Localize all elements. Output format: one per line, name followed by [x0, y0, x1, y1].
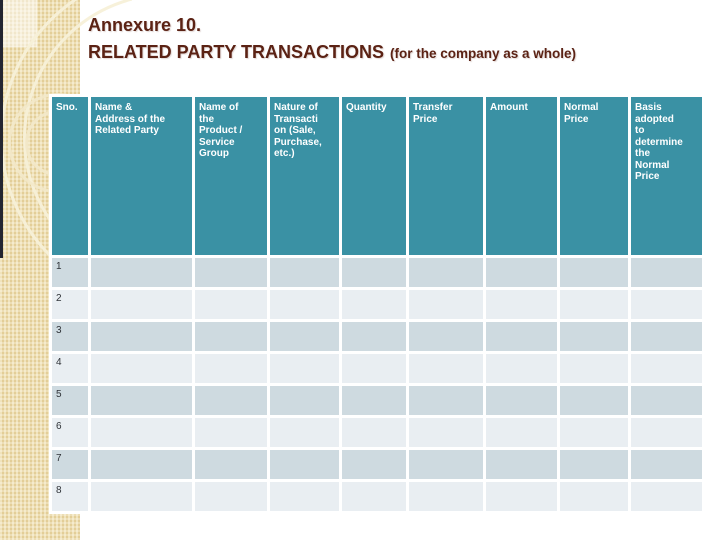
- table-cell: [195, 322, 267, 351]
- column-header-nature-of-transaction: Nature of Transacti on (Sale, Purchase, …: [270, 97, 339, 255]
- table-cell: [409, 418, 483, 447]
- table-cell: [631, 258, 702, 287]
- table-cell: [195, 450, 267, 479]
- title-main: RELATED PARTY TRANSACTIONS (for the compa…: [88, 39, 576, 67]
- table-cell: [560, 290, 628, 319]
- table-cell: [560, 450, 628, 479]
- table-cell: [631, 482, 702, 511]
- header-row: Sno. Name & Address of the Related Party…: [52, 97, 702, 255]
- table-cell: [486, 258, 557, 287]
- column-header-transfer-price: Transfer Price: [409, 97, 483, 255]
- table-row: 8: [52, 482, 702, 511]
- table-cell: [631, 450, 702, 479]
- table-cell: [270, 418, 339, 447]
- table-cell: [342, 418, 406, 447]
- table-cell: [195, 386, 267, 415]
- column-header-sno: Sno.: [52, 97, 88, 255]
- table-cell: [486, 418, 557, 447]
- table-cell: [560, 322, 628, 351]
- table-cell: [560, 418, 628, 447]
- table-cell: [91, 418, 192, 447]
- row-number-cell: 6: [52, 418, 88, 447]
- table-cell: [560, 258, 628, 287]
- sidebar-highlight-rect: [3, 0, 37, 47]
- table-cell: [270, 258, 339, 287]
- table-cell: [486, 354, 557, 383]
- table-cell: [270, 386, 339, 415]
- title-main-text: RELATED PARTY TRANSACTIONS: [88, 42, 385, 62]
- table-cell: [91, 386, 192, 415]
- column-header-product-group: Name of the Product / Service Group: [195, 97, 267, 255]
- table-cell: [342, 322, 406, 351]
- table-cell: [486, 322, 557, 351]
- table-cell: [270, 482, 339, 511]
- table-cell: [560, 386, 628, 415]
- table-cell: [486, 386, 557, 415]
- table-cell: [195, 482, 267, 511]
- table-cell: [91, 322, 192, 351]
- table-row: 7: [52, 450, 702, 479]
- column-header-normal-price: Normal Price: [560, 97, 628, 255]
- table-row: 6: [52, 418, 702, 447]
- table-cell: [486, 450, 557, 479]
- column-header-quantity: Quantity: [342, 97, 406, 255]
- table-cell: [631, 322, 702, 351]
- title-annexure: Annexure 10.: [88, 15, 202, 35]
- row-number-cell: 7: [52, 450, 88, 479]
- table-row: 3: [52, 322, 702, 351]
- table-cell: [409, 322, 483, 351]
- column-header-name-address: Name & Address of the Related Party: [91, 97, 192, 255]
- table-cell: [342, 290, 406, 319]
- accent-line: [0, 0, 3, 258]
- table-cell: [560, 354, 628, 383]
- table-cell: [631, 418, 702, 447]
- table-cell: [342, 450, 406, 479]
- row-number-cell: 2: [52, 290, 88, 319]
- row-number-cell: 3: [52, 322, 88, 351]
- table-cell: [270, 450, 339, 479]
- table-cell: [91, 354, 192, 383]
- table-cell: [270, 322, 339, 351]
- table-cell: [409, 258, 483, 287]
- table-cell: [270, 354, 339, 383]
- table-row: 5: [52, 386, 702, 415]
- table-row: 1: [52, 258, 702, 287]
- table-cell: [91, 450, 192, 479]
- table-cell: [195, 290, 267, 319]
- table-cell: [91, 258, 192, 287]
- table-cell: [342, 258, 406, 287]
- table-cell: [342, 386, 406, 415]
- table-row: 2: [52, 290, 702, 319]
- table-cell: [486, 482, 557, 511]
- table-cell: [631, 386, 702, 415]
- table-cell: [631, 354, 702, 383]
- table-cell: [195, 258, 267, 287]
- table-cell: [91, 290, 192, 319]
- table-cell: [342, 354, 406, 383]
- row-number-cell: 8: [52, 482, 88, 511]
- table-cell: [409, 450, 483, 479]
- slide-title: Annexure 10. RELATED PARTY TRANSACTIONS (…: [88, 12, 576, 67]
- row-number-cell: 1: [52, 258, 88, 287]
- table-cell: [270, 290, 339, 319]
- table-cell: [631, 290, 702, 319]
- table-row: 4: [52, 354, 702, 383]
- table-cell: [409, 482, 483, 511]
- table-cell: [195, 418, 267, 447]
- table-cell: [342, 482, 406, 511]
- table-cell: [409, 290, 483, 319]
- table-cell: [560, 482, 628, 511]
- row-number-cell: 4: [52, 354, 88, 383]
- table-cell: [486, 290, 557, 319]
- related-party-transactions-table: Sno. Name & Address of the Related Party…: [49, 94, 705, 514]
- title-suffix-text: (for the company as a whole): [390, 46, 577, 61]
- column-header-amount: Amount: [486, 97, 557, 255]
- row-number-cell: 5: [52, 386, 88, 415]
- table-cell: [409, 386, 483, 415]
- column-header-basis: Basis adopted to determine the Normal Pr…: [631, 97, 702, 255]
- table-cell: [91, 482, 192, 511]
- table-cell: [195, 354, 267, 383]
- table-cell: [409, 354, 483, 383]
